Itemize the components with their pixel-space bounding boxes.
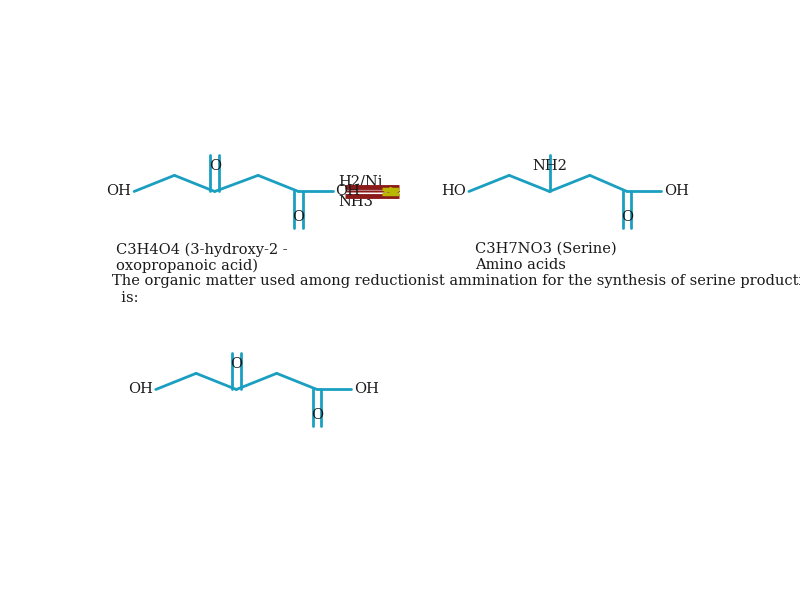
Text: O: O <box>292 210 305 224</box>
Text: The organic matter used among reductionist ammination for the synthesis of serin: The organic matter used among reductioni… <box>112 274 800 304</box>
Text: H2/Ni: H2/Ni <box>338 175 383 188</box>
Text: OH: OH <box>106 184 131 199</box>
Text: NH3: NH3 <box>338 194 374 209</box>
Text: HO: HO <box>441 184 466 199</box>
Text: O: O <box>621 210 633 224</box>
Text: OH: OH <box>664 184 689 199</box>
Text: OH: OH <box>128 383 153 396</box>
Text: O: O <box>230 357 242 371</box>
Text: C3H7NO3 (Serine)
Amino acids: C3H7NO3 (Serine) Amino acids <box>475 242 617 272</box>
Text: O: O <box>311 408 323 422</box>
Text: OH: OH <box>354 383 379 396</box>
Text: O: O <box>209 159 221 173</box>
Text: OH: OH <box>336 184 361 199</box>
Text: C3H4O4 (3-hydroxy-2 -
oxopropanoic acid): C3H4O4 (3-hydroxy-2 - oxopropanoic acid) <box>115 242 287 273</box>
Text: NH2: NH2 <box>532 159 567 173</box>
